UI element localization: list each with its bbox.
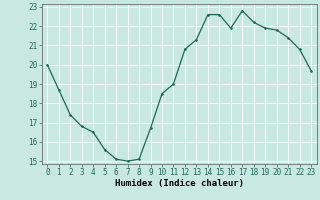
X-axis label: Humidex (Indice chaleur): Humidex (Indice chaleur) [115,179,244,188]
